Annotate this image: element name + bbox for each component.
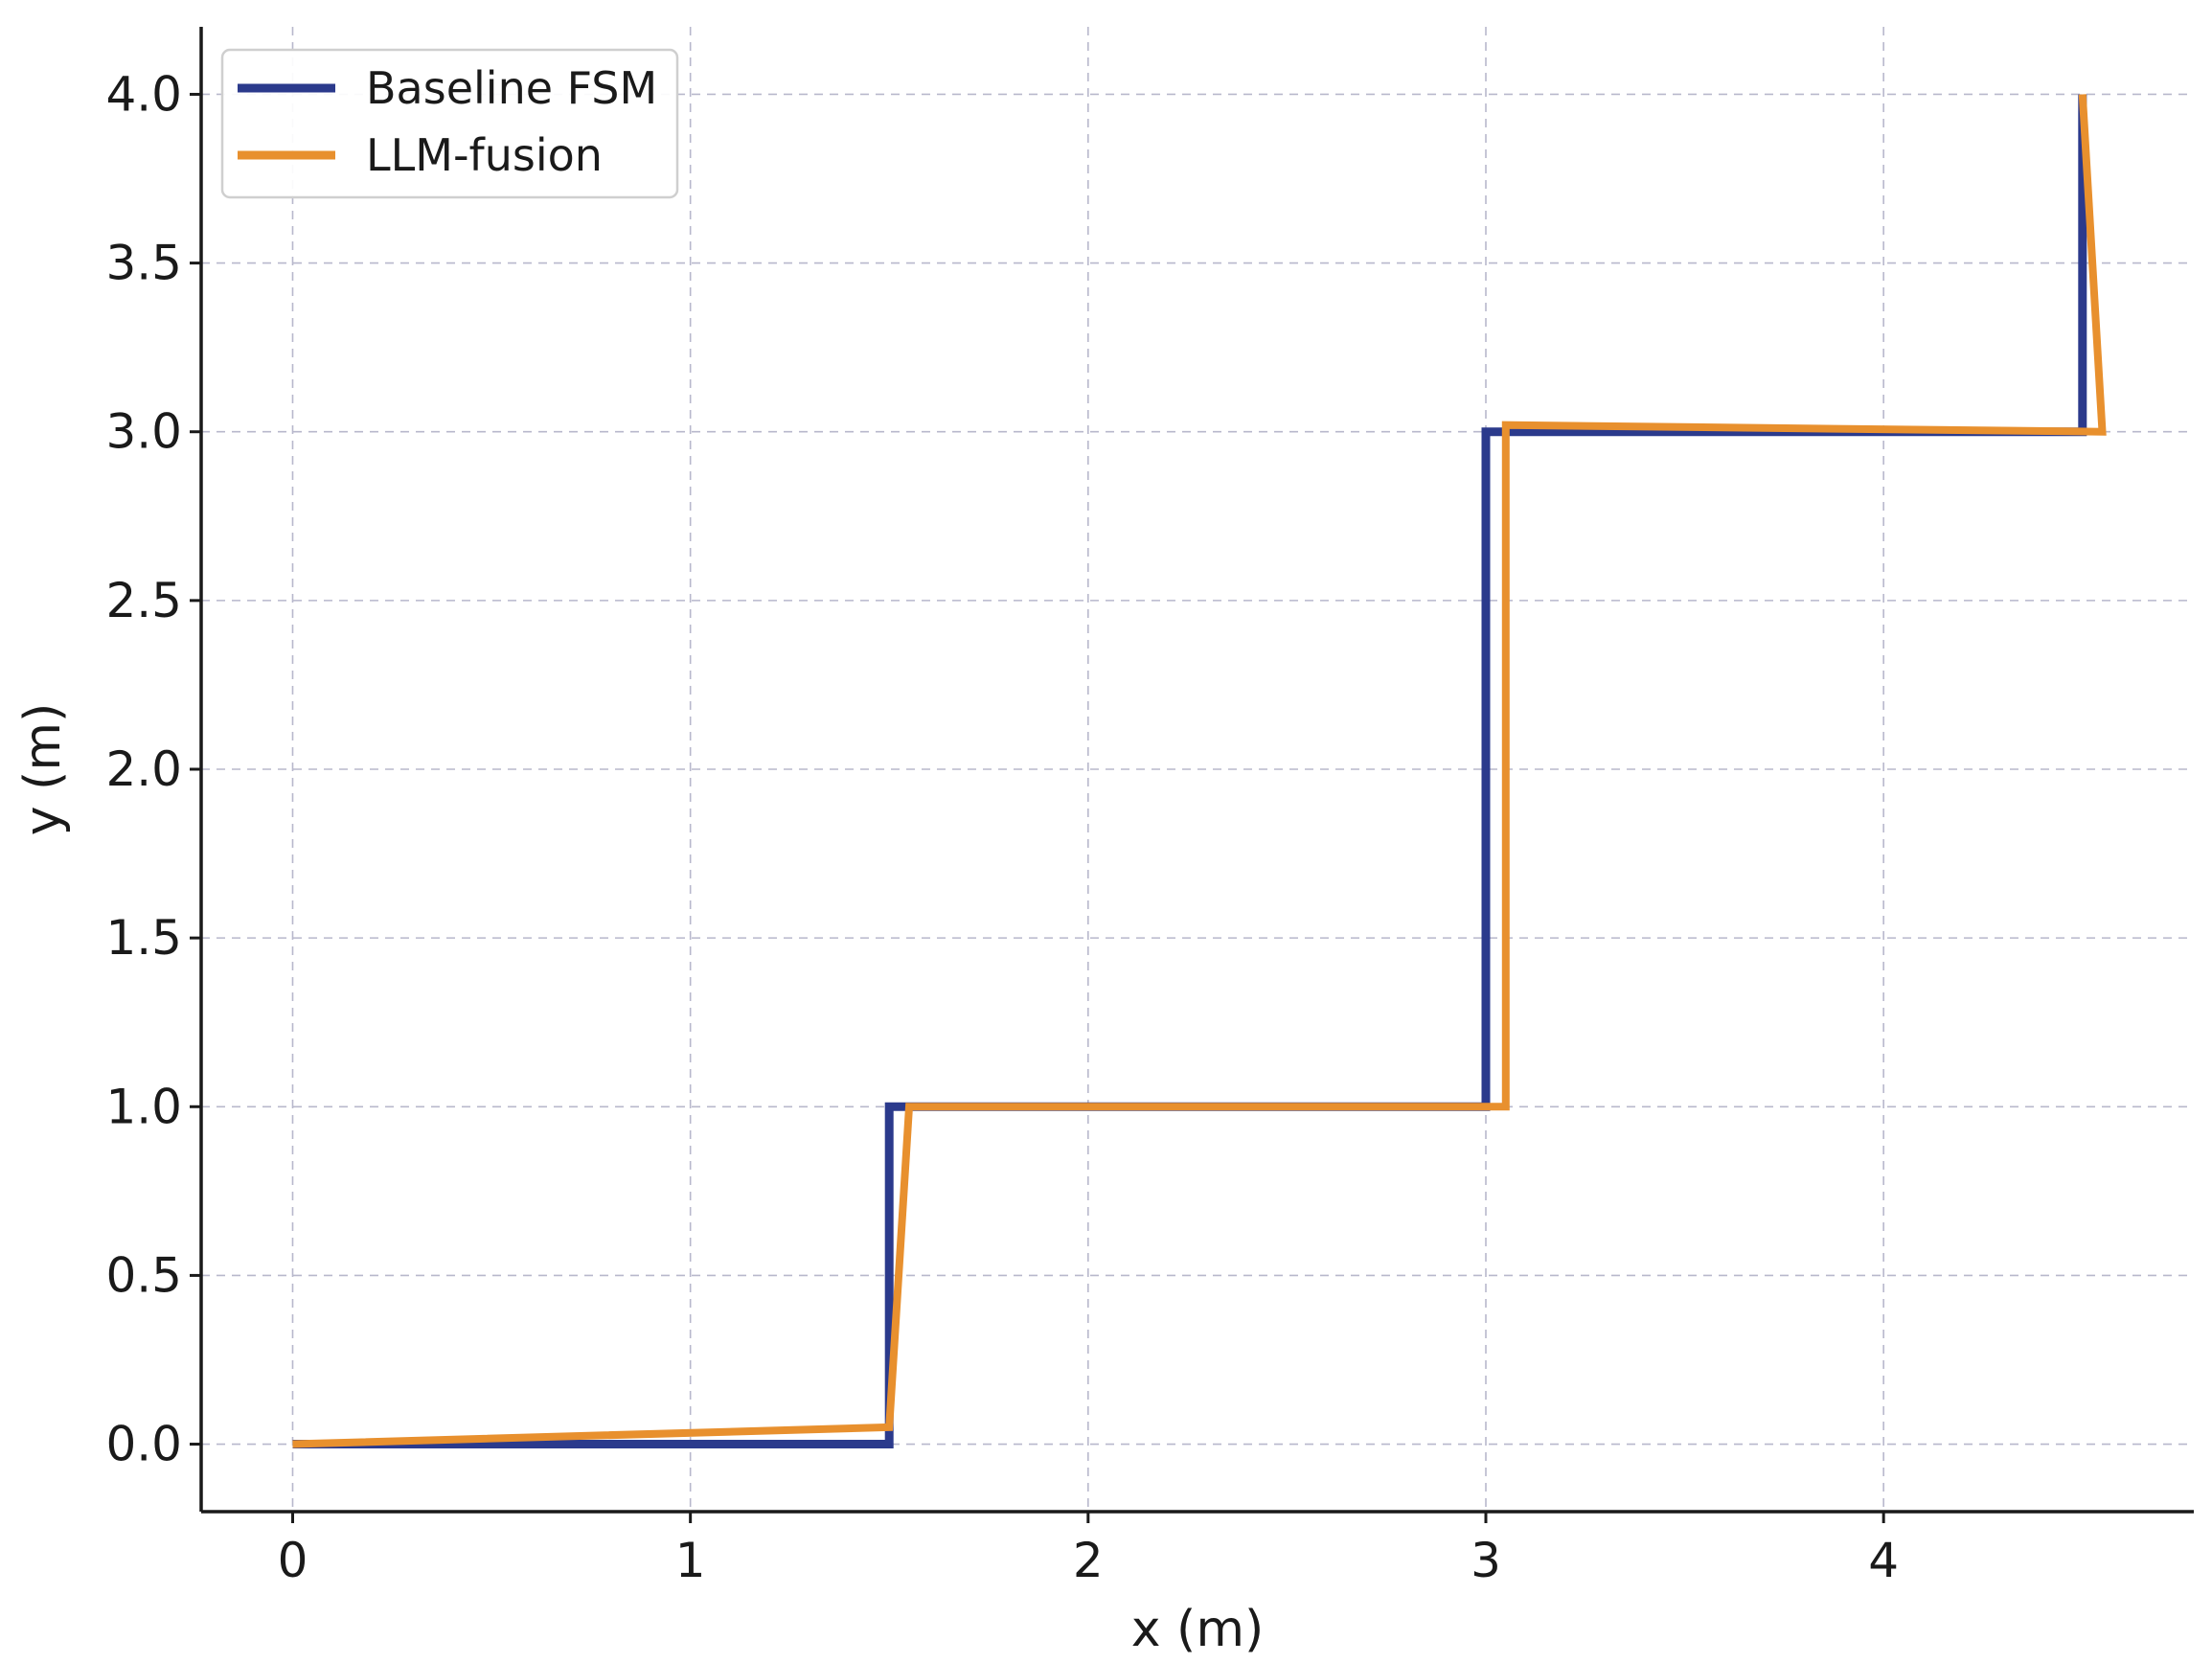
y-tick-label: 1.5	[105, 910, 182, 966]
y-axis-label: y (m)	[14, 703, 72, 836]
tick-labels: 0 1 2 3 4 0.0 0.5 1.0 1.5 2.0 2.5 3.0 3.5 4.0	[105, 66, 1899, 1588]
y-tick-label: 0.5	[105, 1247, 182, 1303]
x-tick-label: 4	[1868, 1533, 1899, 1588]
legend: Baseline FSM LLM-fusion	[220, 48, 679, 199]
y-tick-label: 1.0	[105, 1079, 182, 1134]
series-line-llm-fusion	[292, 94, 2107, 1448]
x-tick-label: 0	[278, 1533, 308, 1588]
legend-label: LLM-fusion	[366, 129, 603, 181]
x-axis-label: x (m)	[1131, 1601, 1265, 1658]
series-lines	[292, 94, 2107, 1448]
y-tick-label: 2.0	[105, 741, 182, 797]
y-tick-label: 2.5	[105, 573, 182, 628]
y-tick-label: 3.0	[105, 404, 182, 460]
legend-label: Baseline FSM	[366, 62, 657, 114]
legend-box	[220, 48, 679, 199]
x-tick-label: 3	[1471, 1533, 1501, 1588]
y-tick-label: 3.5	[105, 236, 182, 291]
x-tick-label: 1	[675, 1533, 706, 1588]
x-tick-label: 2	[1073, 1533, 1104, 1588]
grid	[201, 27, 2194, 1512]
y-tick-label: 4.0	[105, 66, 182, 122]
y-tick-label: 0.0	[105, 1417, 182, 1472]
